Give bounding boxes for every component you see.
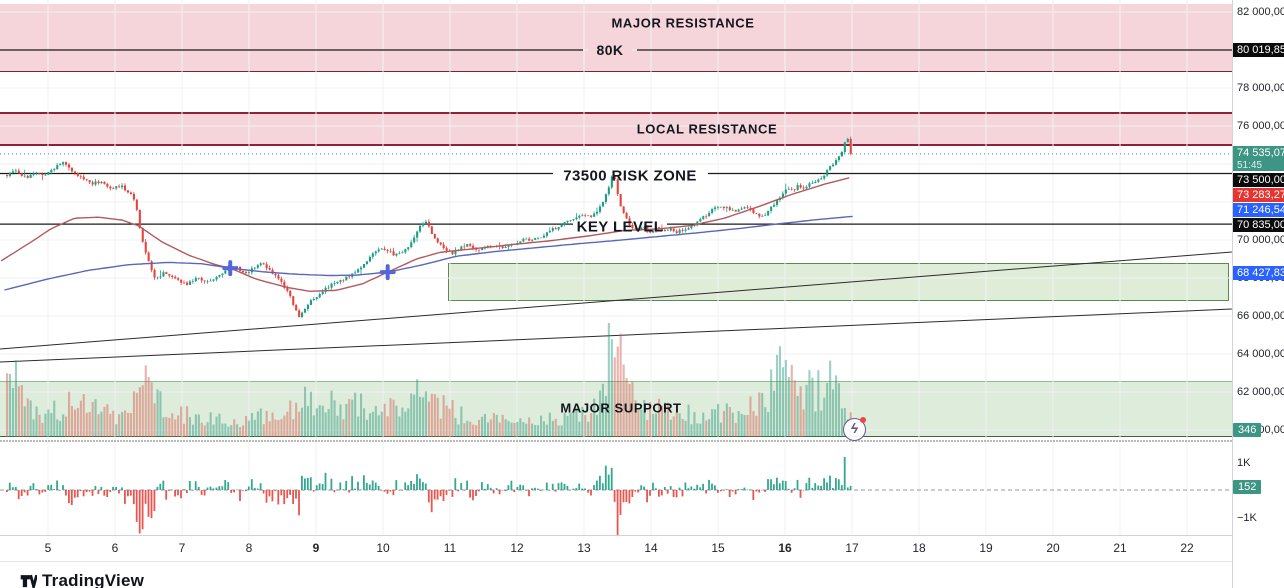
tradingview-logo-text: TradingView bbox=[42, 571, 145, 588]
tradingview-logo[interactable]: TradingView bbox=[20, 571, 144, 588]
time-tick-label: 11 bbox=[443, 541, 457, 555]
key-level-demand-box bbox=[447, 262, 1229, 301]
time-tick-label: 5 bbox=[44, 541, 52, 555]
price-tick-label: 76 000,00 bbox=[1237, 120, 1284, 132]
time-tick-label: 6 bbox=[111, 541, 119, 555]
local-resistance-zone bbox=[0, 111, 1232, 146]
price-badge: 73 500,00 bbox=[1233, 173, 1284, 187]
time-tick-label: 18 bbox=[912, 541, 926, 555]
local-resistance-label: LOCAL RESISTANCE bbox=[636, 121, 778, 137]
time-tick-label: 9 bbox=[312, 541, 320, 555]
price-badge: 68 427,83 bbox=[1233, 266, 1284, 280]
time-tick-label: 16 bbox=[778, 541, 792, 555]
time-tick-label: 17 bbox=[845, 541, 859, 555]
time-tick-label: 22 bbox=[1180, 541, 1194, 555]
level-80k-label: 80K bbox=[588, 42, 632, 58]
major-resistance-zone bbox=[0, 4, 1232, 72]
time-tick-label: 15 bbox=[711, 541, 725, 555]
price-tick-label: 82 000,00 bbox=[1237, 6, 1284, 18]
time-tick-label: 10 bbox=[376, 541, 390, 555]
price-chart[interactable]: MAJOR RESISTANCE 80K LOCAL RESISTANCE 73… bbox=[0, 0, 1232, 588]
time-tick-label: 14 bbox=[644, 541, 658, 555]
time-axis[interactable]: 5 6 7 8 9 10 11 12 13 14 15 16 17 18 19 20 21 22 bbox=[0, 535, 1232, 562]
time-tick-label: 7 bbox=[178, 541, 186, 555]
price-badge: 80 019,85 bbox=[1233, 43, 1284, 57]
lightning-icon: ϟ bbox=[850, 420, 859, 436]
time-tick-label: 8 bbox=[245, 541, 253, 555]
price-tick-label: 66 000,00 bbox=[1237, 310, 1284, 322]
price-tick-label: 78 000,00 bbox=[1237, 82, 1284, 94]
major-resistance-label: MAJOR RESISTANCE bbox=[611, 15, 755, 31]
price-badge: 74 535,07 51:45 bbox=[1233, 146, 1284, 171]
price-badge: 346 bbox=[1233, 423, 1262, 437]
plot-canvas[interactable] bbox=[0, 0, 1232, 588]
pane-separator-dots bbox=[0, 440, 1232, 442]
price-badge: 71 246,54 bbox=[1233, 203, 1284, 217]
time-tick-label: 12 bbox=[510, 541, 524, 555]
price-badge: 152 bbox=[1233, 480, 1262, 494]
price-tick-label: 64 000,00 bbox=[1237, 348, 1284, 360]
key-level-label: KEY LEVEL bbox=[576, 218, 664, 236]
time-tick-label: 19 bbox=[979, 541, 993, 555]
price-badge: 70 835,00 bbox=[1233, 218, 1284, 232]
price-tick-label: 62 000,00 bbox=[1237, 386, 1284, 398]
time-tick-label: 21 bbox=[1113, 541, 1127, 555]
notification-dot bbox=[860, 417, 866, 423]
time-tick-label: 13 bbox=[577, 541, 591, 555]
delta-tick-label: −1K bbox=[1237, 512, 1257, 524]
tradingview-mark-icon bbox=[20, 574, 37, 588]
risk-zone-label: 73500 RISK ZONE bbox=[563, 167, 697, 185]
price-tick-label: 70 000,00 bbox=[1237, 234, 1284, 246]
major-support-label: MAJOR SUPPORT bbox=[560, 400, 682, 416]
boost-button[interactable]: ϟ bbox=[843, 417, 866, 441]
price-badge: 73 283,27 bbox=[1233, 188, 1284, 202]
time-tick-label: 20 bbox=[1046, 541, 1060, 555]
delta-tick-label: 1K bbox=[1237, 457, 1251, 469]
